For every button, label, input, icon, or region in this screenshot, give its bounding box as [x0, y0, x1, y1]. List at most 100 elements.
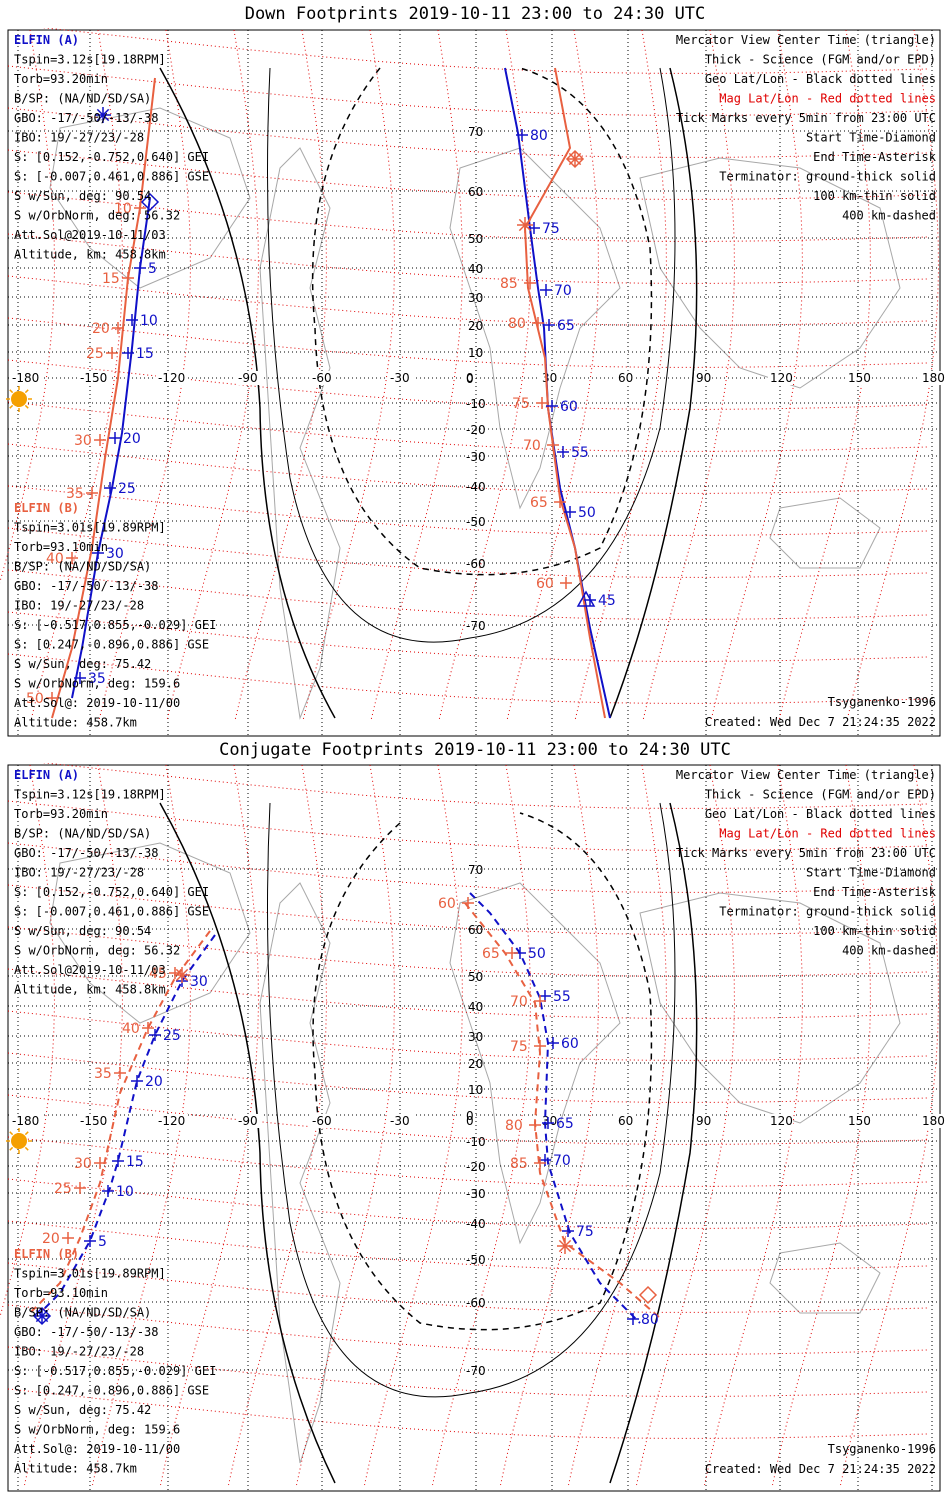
legend-line: Terminator: ground-thick solid	[719, 170, 936, 184]
legend-line: End Time-Asterisk	[813, 885, 937, 899]
lat-tick-label: 20	[468, 319, 483, 333]
elfin-a-time-label: 15	[126, 1154, 144, 1170]
legend-line: 400 km-dashed	[842, 944, 936, 958]
elfin-a-time-label: 55	[571, 445, 589, 461]
legend-line: Mag Lat/Lon - Red dotted lines	[719, 827, 936, 841]
elfin-b-info-line: B/SP: (NA/ND/SD/SA)	[14, 1306, 151, 1320]
elfin-a-info-line: Torb=93.20min	[14, 807, 108, 821]
elfin-a-info-line: S w/Sun, deg: 90.54	[14, 924, 151, 938]
elfin-b-info-line: IBO: 19/-27/23/-28	[14, 599, 144, 613]
elfin-a-info-line: Tspin=3.12s[19.18RPM]	[14, 53, 166, 67]
lon-tick-label: 180	[922, 1114, 945, 1128]
lon-tick-label: -180	[12, 1114, 39, 1128]
elfin-b-time-label: 80	[505, 1118, 523, 1134]
lat-tick-label: 50	[468, 232, 483, 246]
lon-tick-label: 90	[696, 371, 711, 385]
elfin-b-time-label: 15	[102, 271, 120, 287]
elfin-a-time-label: 60	[560, 399, 578, 415]
lat-tick-label: -30	[466, 1187, 486, 1201]
elfin-a-time-label: 20	[145, 1074, 163, 1090]
lat-tick-label: -70	[466, 1364, 486, 1378]
elfin-b-info-line: Tspin=3.01s[19.89RPM]	[14, 521, 166, 535]
panel-title-conjugate: Conjugate Footprints 2019-10-11 23:00 to…	[0, 740, 950, 760]
lon-tick-label: -30	[390, 371, 410, 385]
elfin-b-time-label: 35	[66, 486, 84, 502]
elfin-b-time-label: 80	[508, 316, 526, 332]
elfin-a-time-label: 65	[556, 1116, 574, 1132]
lat-tick-label: -70	[466, 619, 486, 633]
elfin-a-time-label: 50	[528, 946, 546, 962]
elfin-a-time-label: 75	[576, 1224, 594, 1240]
elfin-b-info-line: S: [-0.517,0.855,-0.029] GEI	[14, 1364, 216, 1378]
lon-tick-label: 60	[618, 371, 633, 385]
legend-line: Geo Lat/Lon - Black dotted lines	[705, 72, 936, 86]
legend-line: End Time-Asterisk	[813, 150, 937, 164]
elfin-a-info-line: S w/OrbNorm, deg: 56.32	[14, 944, 180, 958]
elfin-b-time-label: 70	[510, 994, 528, 1010]
legend-line: Terminator: ground-thick solid	[719, 905, 936, 919]
lon-tick-label: -150	[80, 371, 107, 385]
elfin-b-info-line: S: [0.247,-0.896,0.886] GSE	[14, 638, 209, 652]
elfin-a-time-label: 50	[578, 505, 596, 521]
lon-tick-label: -60	[312, 371, 332, 385]
lon-tick-label: -30	[390, 1114, 410, 1128]
elfin-a-info-line: Altitude, km: 458.8km	[14, 983, 166, 997]
elfin-a-info-line: IBO: 19/-27/23/-28	[14, 131, 144, 145]
lon-tick-label: 120	[770, 371, 793, 385]
elfin-a-time-label: 30	[190, 974, 208, 990]
elfin-b-info-line: S w/Sun, deg: 75.42	[14, 657, 151, 671]
lon-tick-label: -120	[158, 1114, 185, 1128]
elfin-b-info-line: Tspin=3.01s[19.89RPM]	[14, 1267, 166, 1281]
elfin-b-time-label: 70	[523, 438, 541, 454]
elfin-b-time-label: 75	[512, 396, 530, 412]
elfin-b-time-label: 85	[500, 276, 518, 292]
lat-tick-label: -50	[466, 515, 486, 529]
elfin-a-time-label: 5	[148, 261, 157, 277]
elfin-a-info-line: Att.Sol@2019-10-11/03	[14, 228, 166, 242]
lon-tick-label: -150	[80, 1114, 107, 1128]
elfin-b-info-line: Torb=93.10min	[14, 1286, 108, 1300]
elfin-b-time-label: 25	[86, 346, 104, 362]
legend-line: Thick - Science (FGM and/or EPD)	[705, 788, 936, 802]
elfin-b-time-label: 20	[42, 1231, 60, 1247]
lon-tick-label: 150	[848, 1114, 871, 1128]
legend-line: Start Time-Diamond	[806, 131, 936, 145]
elfin-b-info-line: GBO: -17/-50/-13/-38	[14, 579, 159, 593]
elfin-b-info-line: IBO: 19/-27/23/-28	[14, 1345, 144, 1359]
legend-line: Geo Lat/Lon - Black dotted lines	[705, 807, 936, 821]
elfin-a-name: ELFIN (A)	[14, 33, 79, 47]
elfin-b-info-line: B/SP: (NA/ND/SD/SA)	[14, 560, 151, 574]
elfin-b-info-line: Att.Sol@: 2019-10-11/00	[14, 1442, 180, 1456]
lat-tick-label: 50	[468, 970, 483, 984]
map-panel-down: -180 -150 -120 -90 -60 -30 0 30 60 90 120 150 180706…	[0, 28, 950, 738]
map-panel-conjugate: -180 -150 -120 -90 -60 -30 0 30 60 90 120 150 180706…	[0, 763, 950, 1493]
legend-line: Tick Marks every 5min from 23:00 UTC	[676, 111, 936, 125]
lon-tick-label: 150	[848, 371, 871, 385]
elfin-a-info-line: S: [-0.007,0.461,0.886] GSE	[14, 905, 209, 919]
elfin-b-name: ELFIN (B)	[14, 1247, 79, 1261]
elfin-a-time-label: 20	[123, 431, 141, 447]
legend-line: Tick Marks every 5min from 23:00 UTC	[676, 846, 936, 860]
lon-tick-label: 180	[922, 371, 945, 385]
elfin-b-time-label: 25	[54, 1181, 72, 1197]
elfin-b-time-label: 35	[94, 1066, 112, 1082]
elfin-a-time-label: 65	[557, 318, 575, 334]
elfin-b-info-line: Torb=93.10min	[14, 540, 108, 554]
lat-tick-label: 40	[468, 262, 483, 276]
elfin-b-time-label: 30	[74, 1156, 92, 1172]
elfin-a-time-label: 25	[118, 481, 136, 497]
footer-model: Tsyganenko-1996	[828, 695, 936, 709]
lat-tick-label: -10	[466, 1135, 486, 1149]
elfin-a-time-label: 10	[140, 313, 158, 329]
legend-line: Mercator View Center Time (triangle)	[676, 768, 936, 782]
elfin-a-time-label: 75	[542, 221, 560, 237]
lon-tick-label: 120	[770, 1114, 793, 1128]
lat-tick-label: 60	[468, 185, 483, 199]
elfin-a-time-label: 70	[553, 1153, 571, 1169]
lat-tick-label: 70	[468, 863, 483, 877]
elfin-b-info-line: S: [0.247,-0.896,0.886] GSE	[14, 1384, 209, 1398]
lon-tick-label: -60	[312, 1114, 332, 1128]
elfin-b-info-line: S: [-0.517,0.855,-0.029] GEI	[14, 618, 216, 632]
elfin-b-time-label: 30	[74, 433, 92, 449]
legend-line: 100 km-thin solid	[813, 189, 936, 203]
